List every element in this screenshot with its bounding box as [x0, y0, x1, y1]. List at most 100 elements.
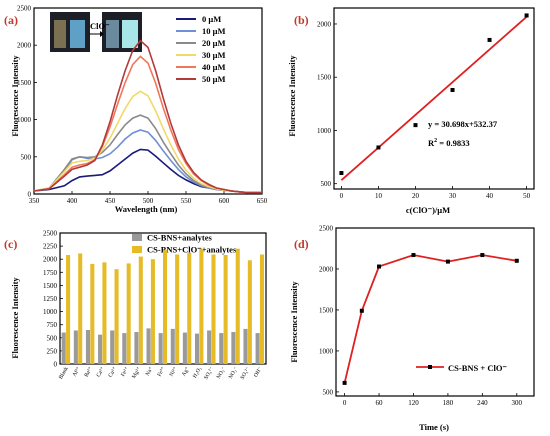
panel-a-y-tick-label: 2500	[17, 5, 32, 13]
panel-b-data-point	[450, 87, 455, 92]
panel-b-y-tick-label: 2000	[317, 20, 332, 28]
panel-c-bar	[223, 255, 228, 364]
panel-c-bar	[90, 263, 95, 364]
fit-equation: y = 30.698x+532.37	[428, 119, 498, 129]
panel-c-y-axis-label: Fluorescence Intensity	[10, 277, 20, 359]
panel-d-x-tick-label: 120	[408, 399, 419, 407]
panel-b-x-tick-label: 50	[523, 192, 531, 200]
panel-a-legend-label: 50 μM	[202, 74, 225, 84]
panel-a-legend: 0 μM 10 μM 20 μM 30 μM 40 μM 50 μM	[176, 14, 225, 84]
panel-c-bar	[122, 333, 127, 364]
panel-b-label: (b)	[294, 13, 309, 27]
panel-d-data-point	[359, 308, 364, 313]
panel-a-x-tick-label: 350	[29, 197, 40, 205]
panel-a-legend-label: 10 μM	[202, 26, 225, 36]
panel-a-y-axis-label: Fluorescence Intensity	[10, 55, 20, 137]
panel-b-data-point	[524, 13, 529, 18]
panel-c-bar	[231, 332, 236, 364]
panel-c-bar	[73, 330, 78, 364]
panel-d-data-point	[411, 253, 416, 258]
panel-c-y-tick-label: 2000	[43, 256, 58, 264]
panel-c-y-tick-label: 1250	[43, 295, 58, 303]
panel-d-y-tick-label: 2000	[319, 265, 334, 273]
panel-c-bar	[102, 262, 107, 364]
panel-a-legend-label: 40 μM	[202, 62, 225, 72]
panel-a-y-tick-label: 2000	[17, 42, 32, 50]
panel-a-series-line	[33, 90, 262, 194]
panel-c-bar	[138, 256, 143, 364]
panel-a-x-tick-label: 650	[257, 197, 268, 205]
panel-d-label: (d)	[294, 237, 309, 251]
panel-a-x-tick-label: 450	[105, 197, 116, 205]
panel-a-legend-label: 20 μM	[202, 38, 225, 48]
panel-a-x-tick-label: 500	[143, 197, 154, 205]
panel-b-y-tick-label: 500	[321, 180, 332, 188]
panel-b-y-tick-label: 1500	[317, 74, 332, 82]
panel-a-x-tick-label: 550	[181, 197, 192, 205]
panel-c-bar	[247, 260, 252, 364]
panel-c-category-label: H₂O₂	[192, 366, 203, 379]
panel-b-x-axis-label: c(ClO⁻)/μM	[406, 205, 450, 215]
panel-c-y-tick-label: 2250	[43, 243, 58, 251]
panel-c-legend-swatch	[132, 234, 142, 241]
panel-c-legend-label: CS-BNS+analytes	[147, 233, 213, 243]
panel-d-x-tick-label: 240	[477, 399, 488, 407]
panel-c-y-tick-label: 2500	[43, 230, 58, 238]
panel-c-legend-label: CS-BNS+ClO⁻+analytes	[147, 245, 237, 255]
panel-b-data-point	[487, 37, 492, 42]
panel-c-y-tick-label: 250	[47, 347, 58, 355]
panel-c-y-tick-label: 1000	[43, 308, 58, 316]
panel-b-plot-frame	[333, 7, 535, 190]
panel-c-bar	[126, 263, 131, 364]
panel-d-y-tick-label: 500	[323, 388, 334, 396]
panel-a-y-tick-label: 1000	[17, 116, 32, 124]
panel-d-legend: CS-BNS + ClO⁻	[416, 363, 507, 373]
panel-d-data-point	[445, 259, 450, 264]
panel-a-y-tick-label: 0	[28, 191, 32, 199]
panel-c-category-label: Ca²⁺	[95, 365, 106, 378]
panel-b-y-tick-label: 1000	[317, 127, 332, 135]
panel-c-bar	[219, 333, 224, 364]
panel-b-x-tick-label: 30	[449, 192, 457, 200]
panel-c-category-label: Ba²⁺	[83, 365, 94, 378]
panel-b-data-point	[339, 171, 344, 176]
panel-c-category-label: Al³⁺	[71, 365, 82, 377]
panel-c-bar	[110, 330, 115, 364]
panel-c-category-label: Ag⁺	[180, 365, 191, 377]
panel-c-bar	[175, 254, 180, 364]
panel-a-x-tick-label: 600	[219, 197, 230, 205]
panel-b-x-tick-label: 40	[486, 192, 494, 200]
panel-c-bar	[235, 248, 240, 364]
panel-c-bar	[150, 259, 155, 364]
panel-c-bar	[187, 252, 192, 364]
panel-d-y-axis-label: Fluorescence Intensity	[289, 281, 299, 363]
panel-c-category-label: Mg²⁺	[130, 365, 142, 379]
panel-c-category-label: SO₄²⁻	[203, 366, 215, 381]
panel-b-data-point	[413, 123, 418, 128]
panel-c-label: (c)	[4, 237, 17, 251]
panel-d-y-tick-label: 1000	[319, 347, 334, 355]
panel-a-y-tick-label: 500	[21, 153, 32, 161]
panel-c-bar	[255, 333, 260, 364]
panel-c-bar	[163, 249, 168, 364]
panel-c-category-label: NO₃⁻	[216, 366, 228, 380]
panel-c-y-tick-label: 500	[47, 334, 58, 342]
panel-c-bar	[61, 332, 66, 364]
panel-d-legend-label: CS-BNS + ClO⁻	[448, 363, 507, 373]
panel-d-data-point	[377, 264, 382, 269]
inset-arrow-label: ClO⁻	[90, 21, 110, 31]
panel-a-series-line	[33, 114, 262, 194]
panel-a: (a) Fluorescence Intensity Wavelength (n…	[4, 5, 268, 215]
panel-d-data-point	[342, 380, 347, 385]
panel-c-bar	[207, 330, 212, 364]
panel-b-fit-line	[340, 16, 528, 181]
panel-c-bar	[243, 328, 248, 364]
panel-d-plot-frame	[335, 227, 535, 397]
panel-c-category-label: Fe³⁺	[156, 365, 167, 377]
panel-c-category-label: OH⁻	[253, 366, 264, 378]
panel-c-bar	[134, 332, 139, 364]
panel-c: (c) Fluorescence Intensity CS-BNS+analyt…	[4, 230, 267, 381]
panel-d-y-tick-label: 1500	[319, 306, 334, 314]
panel-c-y-tick-label: 1500	[43, 282, 58, 290]
